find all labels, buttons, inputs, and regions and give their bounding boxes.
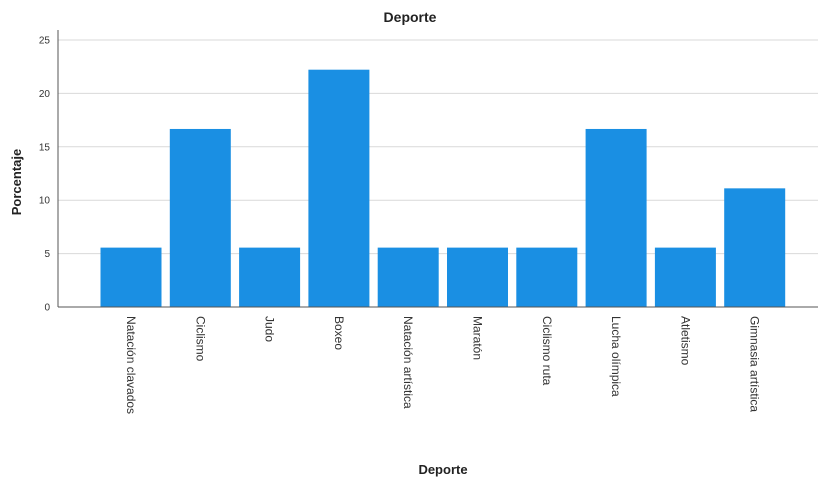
x-category-label: Ciclismo ruta (540, 316, 554, 386)
y-axis-label: Porcentaje (9, 149, 24, 215)
chart-title: Deporte (384, 9, 437, 25)
bar (447, 247, 508, 307)
x-category-label: Natación artística (401, 316, 415, 409)
x-category-label: Boxeo (332, 316, 346, 350)
y-tick-label: 5 (44, 249, 50, 260)
bar (377, 247, 439, 307)
bar (169, 128, 231, 307)
bar (654, 247, 716, 307)
y-tick-label: 0 (44, 303, 50, 314)
x-category-label: Atletismo (678, 316, 692, 366)
bar (585, 128, 647, 307)
y-tick-label: 10 (39, 196, 51, 207)
x-category-label: Gimnasia artística (748, 316, 762, 412)
y-tick-label: 25 (39, 36, 51, 47)
bar (308, 69, 370, 307)
bar (239, 247, 301, 307)
bar (724, 188, 786, 307)
bar (516, 247, 578, 307)
y-tick-label: 20 (39, 89, 51, 100)
bar (100, 247, 162, 307)
x-category-label: Maratón (471, 316, 485, 360)
x-category-label: Ciclismo (193, 316, 207, 362)
x-category-label: Judo (263, 316, 277, 342)
y-tick-label: 15 (39, 142, 51, 153)
y-axis-ticks: 0 5 10 15 20 25 (39, 36, 51, 314)
bars (100, 69, 786, 307)
x-axis-label: Deporte (418, 462, 467, 477)
x-category-label: Lucha olímpica (609, 316, 623, 397)
x-category-label: Natación clavados (124, 316, 138, 414)
x-axis-categories: Natación clavados Ciclismo Judo Boxeo Nataci… (124, 316, 762, 414)
